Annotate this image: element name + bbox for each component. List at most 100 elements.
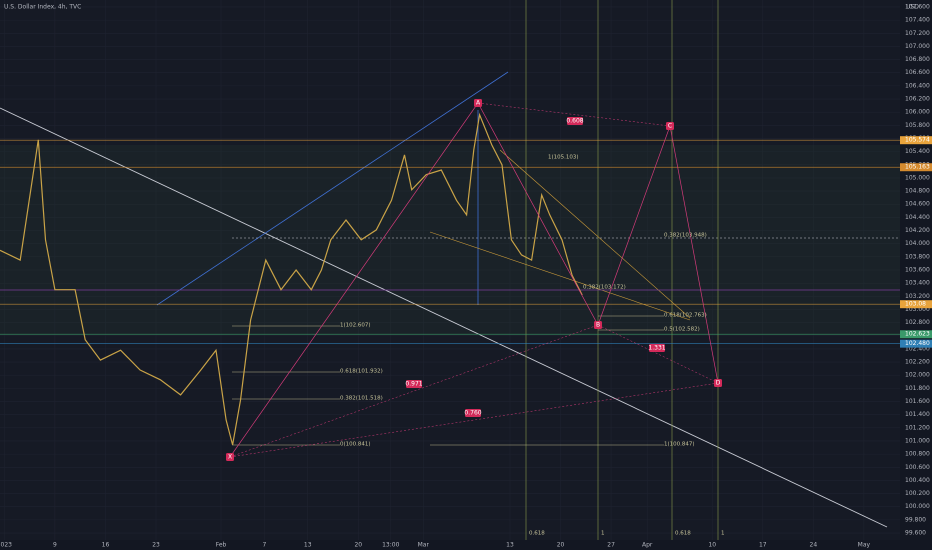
y-tick-label: 104.800: [905, 188, 930, 195]
zone: [0, 145, 900, 335]
pattern-badge: [474, 99, 482, 107]
fib-label: 1(102.607): [340, 323, 371, 329]
ratio-badge: [406, 380, 422, 388]
time-fib-label: 0.618: [529, 531, 545, 537]
fib-label: 0.382(101.518): [340, 396, 383, 402]
drawing-line: [229, 324, 599, 458]
price-tag-label: 102.480: [905, 340, 930, 347]
x-tick-label: 7: [262, 542, 266, 549]
pattern-badge: [666, 122, 674, 130]
price-tag-label: 103.08: [905, 301, 926, 308]
y-tick-label: 101.200: [905, 424, 930, 431]
fib-label: 1(105.103): [548, 155, 579, 161]
y-tick-label: 105.800: [905, 122, 930, 129]
y-tick-label: 103.600: [905, 267, 930, 274]
ratio-label: 0.971: [405, 381, 422, 388]
x-tick-label: 23: [152, 542, 160, 549]
x-tick-label: 17: [759, 542, 767, 549]
drawing-line: [429, 231, 691, 321]
pattern-point-label: B: [596, 322, 600, 329]
x-tick-label: Mar: [418, 542, 430, 549]
y-tick-label: 101.400: [905, 411, 930, 418]
price-tag: [900, 339, 932, 348]
price-line: [0, 112, 583, 446]
x-tick-label: Feb: [216, 542, 227, 549]
ratio-badge: [649, 344, 665, 352]
ratio-label: 0.608: [566, 118, 583, 125]
price-tag: [900, 330, 932, 339]
x-tick-label: 2023: [0, 542, 12, 549]
y-tick-label: 100.800: [905, 451, 930, 458]
y-tick-label: 106.600: [905, 69, 930, 76]
price-tag: [900, 300, 932, 309]
x-tick-label: 16: [102, 542, 110, 549]
y-tick-label: 100.600: [905, 464, 930, 471]
y-tick-label: 105.400: [905, 148, 930, 155]
fib-label: 0.382(103.172): [583, 285, 626, 291]
x-tick-label: 20: [354, 542, 362, 549]
time-fib-label: 1: [721, 531, 725, 537]
y-tick-label: 105.000: [905, 174, 930, 181]
y-tick-label: 103.200: [905, 293, 930, 300]
y-tick-label: 101.800: [905, 385, 930, 392]
y-tick-label: 103.400: [905, 280, 930, 287]
ratio-label: 1.331: [648, 345, 665, 352]
y-tick-label: 104.600: [905, 201, 930, 208]
y-tick-label: 104.000: [905, 240, 930, 247]
y-tick-label: 99.800: [905, 516, 926, 523]
y-tick-label: 101.600: [905, 398, 930, 405]
y-tick-label: 107.000: [905, 43, 930, 50]
y-tick-label: 106.000: [905, 109, 930, 116]
ratio-badge: [567, 117, 583, 125]
drawing-line: [156, 71, 509, 306]
price-tag: [900, 163, 932, 172]
x-tick-label: 20: [557, 542, 565, 549]
price-tag-label: 105.163: [905, 164, 930, 171]
ratio-label: 0.760: [464, 410, 481, 417]
y-tick-label: 106.200: [905, 96, 930, 103]
pattern-point-label: D: [716, 380, 721, 387]
x-tick-label: 10: [708, 542, 716, 549]
y-tick-label: 107.600: [905, 3, 930, 10]
y-tick-label: 107.400: [905, 17, 930, 24]
x-tick-label: 24: [810, 542, 818, 549]
x-tick-label: 13:00: [382, 542, 399, 549]
price-tag-label: 102.623: [905, 331, 930, 338]
pattern-badge: [714, 379, 722, 387]
y-tick-label: 104.400: [905, 214, 930, 221]
x-tick-label: Apr: [642, 542, 653, 549]
pattern-point-label: A: [476, 100, 481, 107]
x-tick-label: 27: [607, 542, 615, 549]
price-tag: [900, 136, 932, 145]
time-fib-label: 1: [601, 531, 605, 537]
x-tick-label: 13: [304, 542, 312, 549]
pattern-point-label: C: [668, 123, 672, 130]
y-tick-label: 102.200: [905, 359, 930, 366]
y-tick-label: 101.000: [905, 437, 930, 444]
fib-label: 1(100.847): [664, 442, 695, 448]
y-tick-label: 106.800: [905, 56, 930, 63]
y-tick-label: 102.800: [905, 319, 930, 326]
x-tick-label: 9: [53, 542, 57, 549]
chart-title: U.S. Dollar Index, 4h, TVC: [4, 4, 81, 11]
y-tick-label: 107.200: [905, 30, 930, 37]
y-tick-label: 100.000: [905, 503, 930, 510]
fib-label: 0.382(103.948): [664, 233, 707, 239]
fib-label: 0.5(102.582): [664, 327, 700, 333]
pattern-badge: [594, 321, 602, 329]
x-tick-label: 13: [506, 542, 514, 549]
drawing-line: [0, 107, 888, 528]
y-tick-label: 102.000: [905, 372, 930, 379]
y-tick-label: 103.000: [905, 306, 930, 313]
y-tick-label: 99.600: [905, 530, 926, 537]
y-tick-label: 104.200: [905, 227, 930, 234]
y-tick-label: 103.800: [905, 253, 930, 260]
fib-label: 0(100.841): [340, 442, 371, 448]
x-tick-label: May: [858, 542, 871, 549]
time-axis: [0, 540, 900, 550]
price-tag-label: 105.574: [905, 137, 930, 144]
price-axis: [900, 0, 932, 550]
drawing-line: [477, 102, 671, 127]
